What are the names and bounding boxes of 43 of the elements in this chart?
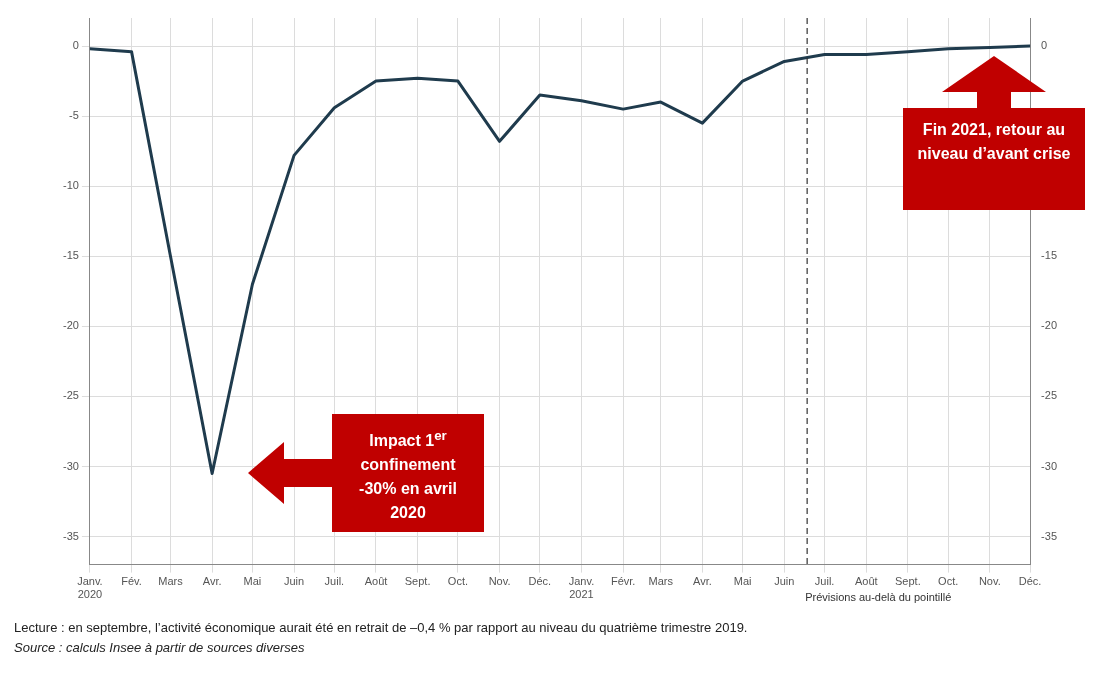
y-tick-label: -20 <box>62 319 79 332</box>
y-tick-label: -25 <box>62 389 79 402</box>
x-tick-label: Oct. <box>447 575 469 588</box>
x-tick-label: Janv. 2020 <box>77 575 103 601</box>
y2-tick-label: -30 <box>1041 459 1058 472</box>
x-tick-label: Juil. <box>814 575 835 588</box>
source-note: Source : calculs Insee à partir de sources diverses <box>14 640 305 655</box>
x-tick-label: Avr. <box>692 575 712 588</box>
y2-tick-label: -25 <box>1041 389 1058 402</box>
x-tick-label: Fév. <box>121 575 142 588</box>
x-tick-label: Déc. <box>1018 575 1042 588</box>
x-tick-label: Août <box>854 575 878 588</box>
x-tick-label: Mars <box>648 575 674 588</box>
x-tick-label: Sept. <box>895 575 921 588</box>
y-tick-label: 0 <box>72 39 79 52</box>
y-tick-label: -15 <box>62 249 79 262</box>
text: Lecture : en septembre, l’activité économique aurait été en retrait de –0,4 % par rapport au niveau du quatrième trimestre 2019. <box>14 620 748 635</box>
y-tick-label: -30 <box>62 459 79 472</box>
x-tick-label: Nov. <box>978 575 1001 588</box>
y-tick-label: -10 <box>62 179 79 192</box>
x-tick-label: Août <box>364 575 388 588</box>
x-tick-label: Juin <box>283 575 305 588</box>
x-tick-label: Avr. <box>202 575 222 588</box>
x-tick-label: Janv. 2021 <box>568 575 595 601</box>
x-tick-label: Févr. <box>610 575 636 588</box>
x-tick-label: Nov. <box>488 575 511 588</box>
x-tick-label: Sept. <box>404 575 431 588</box>
x-tick-label: Mars <box>158 575 184 588</box>
x-tick-label: Mai <box>243 575 262 588</box>
y2-tick-label: -35 <box>1041 529 1058 542</box>
x-tick-label: Juin <box>774 575 795 588</box>
y-tick-label: -35 <box>62 529 79 542</box>
y2-tick-label: 0 <box>1041 39 1048 52</box>
annotation: Fin 2021, retour au niveau d’avant crise <box>916 120 1072 164</box>
x-tick-label: Oct. <box>938 575 959 588</box>
y-tick-label: -5 <box>69 109 79 122</box>
x-tick-label: Juil. <box>324 575 345 588</box>
annotation: Impact 1$^{er}$ confinement -30% en avril 2020 <box>358 427 458 524</box>
y2-tick-label: -20 <box>1041 319 1058 332</box>
x-tick-label: Mai <box>733 575 752 588</box>
ref-line-label: Prévisions au-delà du pointillé <box>805 591 952 604</box>
y2-tick-label: -15 <box>1041 249 1058 262</box>
x-tick-label: Déc. <box>528 575 552 588</box>
